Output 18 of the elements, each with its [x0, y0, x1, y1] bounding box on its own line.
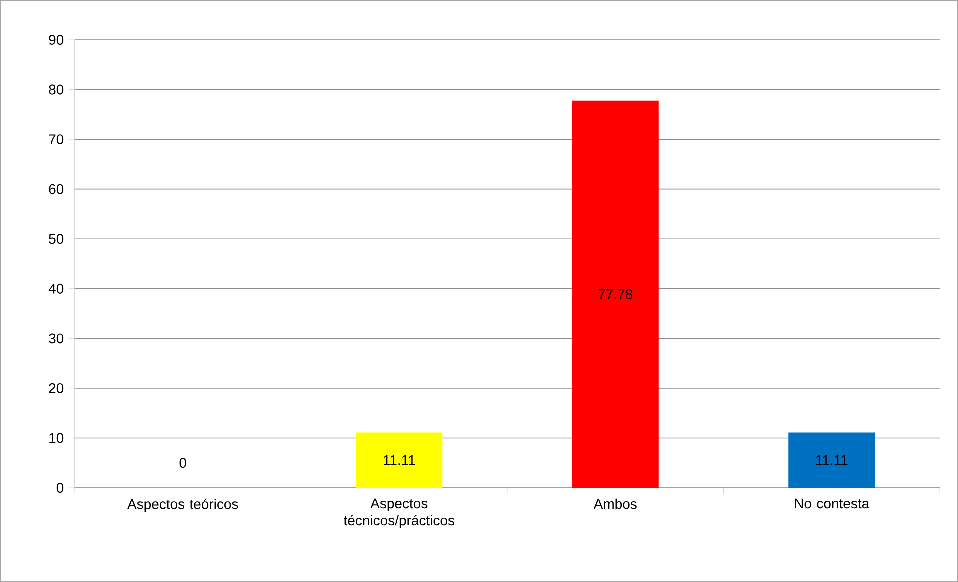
y-tick-label: 90	[49, 35, 64, 45]
x-tick-label: Aspectos teóricos	[128, 498, 238, 512]
y-tick-label: 60	[49, 184, 64, 194]
x-tick-label: No contesta	[795, 498, 870, 509]
y-tick-label: 30	[49, 334, 64, 344]
data-label: 11.11	[384, 456, 416, 466]
y-tick-label: 80	[49, 84, 64, 95]
data-label: 11.11	[816, 456, 848, 466]
y-tick-label: 50	[49, 234, 64, 244]
y-tick-label: 10	[50, 433, 64, 444]
x-tick-label: Ambos	[594, 498, 637, 510]
y-tick-label: 0	[56, 483, 64, 493]
x-tick-label: Aspectos técnicos/prácticos	[344, 498, 454, 528]
y-tick-label: 40	[48, 284, 64, 294]
y-tick-label: 20	[49, 383, 64, 394]
data-label: 0	[180, 458, 186, 468]
y-tick-label: 70	[49, 134, 64, 145]
data-label: 77.78	[598, 289, 633, 300]
